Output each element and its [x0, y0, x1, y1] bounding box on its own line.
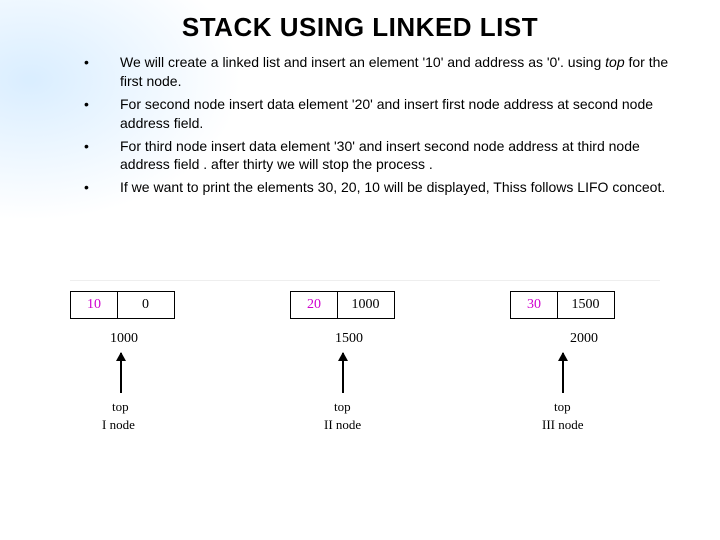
bullet-list: • We will create a linked list and inser… — [0, 53, 720, 197]
arrow-up-icon — [562, 353, 564, 393]
node-data-cell: 10 — [70, 291, 118, 319]
bullet-text: We will create a linked list and insert … — [120, 53, 680, 91]
arrow-up-icon — [120, 353, 122, 393]
node-addr-cell: 0 — [117, 291, 175, 319]
top-pointer-label: top — [112, 399, 129, 415]
node-name-label: II node — [324, 417, 361, 433]
node-addr-cell: 1000 — [337, 291, 395, 319]
bullet-text: For third node insert data element '30' … — [120, 137, 680, 175]
bullet-text: If we want to print the elements 30, 20,… — [120, 178, 680, 197]
node-address-label: 1000 — [110, 331, 138, 347]
bullet-marker: • — [80, 137, 120, 175]
bullet-text: For second node insert data element '20'… — [120, 95, 680, 133]
node-data-cell: 30 — [510, 291, 558, 319]
list-item: • If we want to print the elements 30, 2… — [80, 178, 680, 197]
list-item: • We will create a linked list and inser… — [80, 53, 680, 91]
bullet-marker: • — [80, 178, 120, 197]
node-box: 301500 — [510, 291, 615, 319]
node-box: 201000 — [290, 291, 395, 319]
top-pointer-label: top — [554, 399, 571, 415]
arrow-up-icon — [342, 353, 344, 393]
top-pointer-label: top — [334, 399, 351, 415]
node-box: 100 — [70, 291, 175, 319]
node-addr-cell: 1500 — [557, 291, 615, 319]
page-title: STACK USING LINKED LIST — [0, 0, 720, 53]
linked-list-diagram: 1001000topI node2010001500topII node3015… — [70, 280, 660, 460]
node-name-label: III node — [542, 417, 584, 433]
node-address-label: 2000 — [570, 331, 598, 347]
bullet-marker: • — [80, 53, 120, 91]
node-address-label: 1500 — [335, 331, 363, 347]
node-data-cell: 20 — [290, 291, 338, 319]
list-item: • For second node insert data element '2… — [80, 95, 680, 133]
node-name-label: I node — [102, 417, 135, 433]
list-item: • For third node insert data element '30… — [80, 137, 680, 175]
bullet-marker: • — [80, 95, 120, 133]
